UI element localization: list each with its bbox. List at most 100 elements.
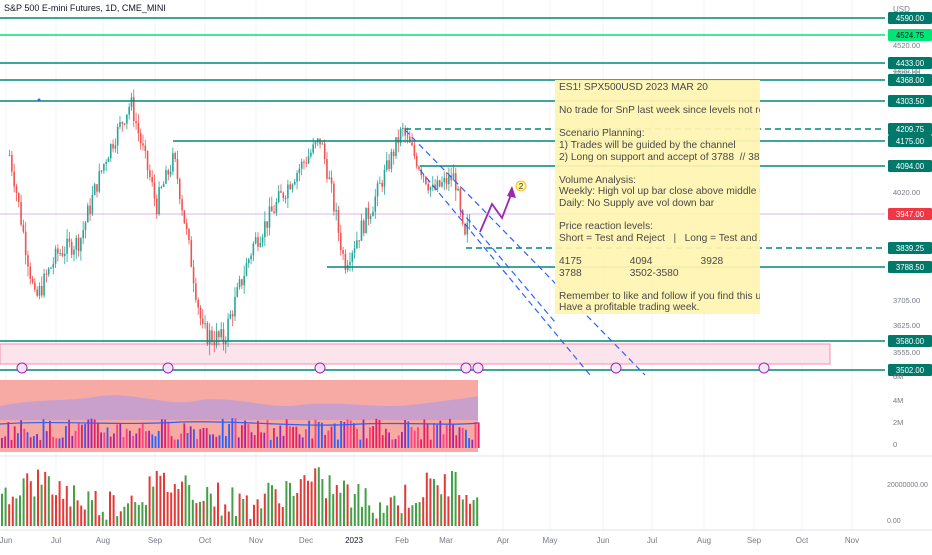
candle-body [13,171,15,187]
candle-body [34,282,36,290]
candle-body [70,241,73,255]
lower-tick: 20000000.00 [887,482,928,489]
volume-bar [301,437,304,448]
lower-bar [47,476,50,526]
candle-body [289,184,291,190]
candle-body [353,248,356,253]
lower-bar [170,492,173,526]
volume-bar [221,418,224,448]
lower-bar [267,482,270,526]
note-line: Remember to like and follow if you find … [559,290,760,302]
note-line [559,244,756,256]
volume-bar [375,418,378,448]
time-tick: Mar [439,536,453,545]
candle-body [326,159,328,179]
candle-body [422,175,425,177]
candle-body [218,331,220,338]
candle-body [66,238,68,254]
volume-bar [468,438,470,448]
volume-bar [327,430,330,448]
price-tick: 4520.00 [893,41,920,50]
volume-bar [394,438,397,448]
price-tag-box [888,57,932,69]
candle-body [344,253,347,270]
event-marker[interactable] [314,362,326,374]
candle-body [24,231,27,256]
candle-body [119,122,121,127]
candle-body [20,201,22,225]
candle-body [402,128,404,130]
volume-bar [337,439,339,448]
volume-bar [106,427,109,448]
channel-middle-line [419,169,591,376]
analysis-note[interactable]: ES1! SPX500USD 2023 MAR 20 No trade for S… [555,80,760,314]
candle-body [362,220,365,234]
candle-body [121,122,124,124]
event-marker[interactable] [472,362,484,374]
price-tick: 4020.00 [893,188,920,197]
volume-bar [330,426,333,448]
volume-bar [455,435,458,448]
volume-bar [39,439,42,448]
volume-bar [141,422,144,448]
candle-body [247,259,250,264]
note-line: Daily: No Supply ave vol down bar [559,197,715,209]
candle-body [75,237,78,250]
lower-bar [8,504,11,526]
volume-tick: 0 [893,440,897,449]
volume-bar [93,419,96,448]
lower-bar [141,502,144,526]
volume-bar [55,438,58,448]
volume-bar [423,419,426,448]
volume-bar [311,438,314,448]
volume-bar [289,426,291,448]
candle-body [236,287,239,297]
candle-body [392,151,395,157]
lower-bar [386,505,389,526]
candle-body [91,194,94,214]
candle-body [250,255,252,260]
volume-bar [90,418,93,448]
candle-body [270,206,273,212]
candle-body [448,175,450,185]
lower-bar [461,499,464,526]
candle-body [103,164,105,171]
lower-bar [119,511,122,526]
event-marker[interactable] [460,362,472,374]
lower-bar [281,507,284,526]
volume-bar [263,432,266,448]
volume-bar [452,423,454,448]
lower-bar [346,484,349,526]
lower-bar [411,505,414,526]
candle-body [425,176,427,185]
event-marker[interactable] [758,362,770,374]
candle-body [277,191,280,202]
time-tick: Apr [497,536,510,545]
lower-bar [397,505,399,526]
volume-bar [314,419,317,448]
volume-bar [29,437,32,448]
volume-bar [49,420,51,448]
candle-body [284,197,287,199]
volume-bar [212,434,214,448]
volume-bar [202,428,205,448]
event-markers[interactable] [16,362,770,374]
lower-bar [353,494,356,526]
volume-bar [346,419,349,448]
event-marker[interactable] [610,362,622,374]
volume-bar [244,420,246,448]
candle-body [227,318,229,342]
event-marker[interactable] [16,362,28,374]
lower-bar [436,485,439,526]
candle-body [22,224,25,232]
candle-body [231,314,234,317]
lower-bar [339,492,342,526]
lower-bar [116,516,119,526]
volume-bar [420,439,422,448]
volume-ma-line [0,421,479,426]
note-line [559,279,756,291]
price-tag: 3502.00 [896,366,925,375]
event-marker[interactable] [162,362,174,374]
